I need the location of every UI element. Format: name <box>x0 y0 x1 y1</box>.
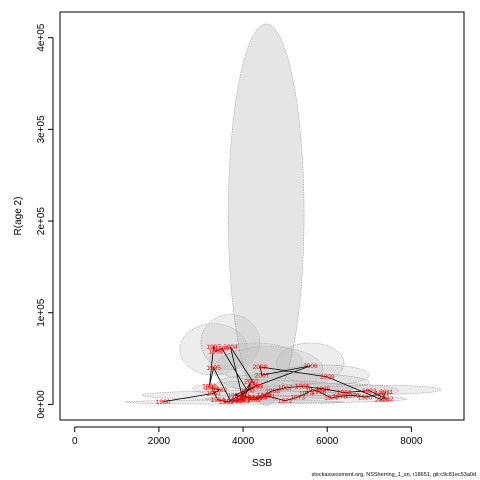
year-point-1994: 1994 <box>223 398 238 405</box>
year-point-2001: 2001 <box>232 397 247 404</box>
year-point-1960: 1960 <box>156 399 171 406</box>
confidence-ellipse <box>204 394 408 403</box>
year-point-1971: 1971 <box>261 393 276 400</box>
year-point-1989: 1989 <box>257 392 272 399</box>
x-tick-label: 6000 <box>316 436 339 447</box>
year-point-1965: 1965 <box>219 399 234 406</box>
year-point-1990: 1990 <box>248 395 263 402</box>
year-point-1991: 1991 <box>236 393 251 400</box>
year-point-1968: 1968 <box>240 394 255 401</box>
year-point-1988: 1988 <box>265 388 280 395</box>
x-axis-label: SSB <box>252 458 272 469</box>
year-point-1996: 1996 <box>202 383 217 390</box>
x-tick-label: 0 <box>72 436 78 447</box>
footer-credit: stockassessment.org, NSSherring_1_sn, r1… <box>311 472 476 478</box>
confidence-ellipse-large <box>228 23 305 406</box>
y-tick-label: 2e+05 <box>36 207 47 236</box>
year-point-2002: 2002 <box>244 379 259 386</box>
confidence-ellipses <box>124 23 442 406</box>
trajectory-line <box>163 345 387 403</box>
x-tick-label: 4000 <box>232 436 255 447</box>
year-point-1961: 1961 <box>206 391 221 398</box>
year-point-1972: 1972 <box>278 398 293 405</box>
x-tick-label: 8000 <box>400 436 423 447</box>
y-tick-label: 4e+05 <box>36 23 47 52</box>
year-point-1984: 1984 <box>337 390 352 397</box>
y-axis-label: R(age 2) <box>13 197 24 236</box>
year-point-1967: 1967 <box>236 396 251 403</box>
year-point-1993: 1993 <box>248 383 263 390</box>
year-point-1970: 1970 <box>253 395 268 402</box>
year-point-1976: 1976 <box>312 389 327 396</box>
year-point-2011: 2011 <box>379 389 393 396</box>
year-point-1979: 1979 <box>345 392 360 399</box>
year-point-2006: 2006 <box>303 363 318 370</box>
year-point-1995: 1995 <box>206 365 221 372</box>
year-point-1964: 1964 <box>211 397 226 404</box>
year-point-2000: 2000 <box>240 388 255 395</box>
year-point-1983: 1983 <box>362 388 377 395</box>
year-point-1978: 1978 <box>333 393 348 400</box>
year-point-2008: 2008 <box>253 364 268 371</box>
year-point-1977: 1977 <box>324 395 339 402</box>
year-point-1975: 1975 <box>305 387 320 394</box>
plot-frame <box>59 11 465 421</box>
x-axis: 0 2000 4000 6000 8000 <box>72 426 423 447</box>
year-point-2009: 2009 <box>320 374 335 381</box>
year-point-1974: 1974 <box>299 391 314 398</box>
confidence-ellipse <box>200 314 261 370</box>
year-point-1987: 1987 <box>278 385 293 392</box>
y-axis: 0e+00 1e+05 2e+05 3e+05 4e+05 <box>36 23 54 419</box>
year-point-1981: 1981 <box>375 391 390 398</box>
year-point-2004: 2004 <box>223 344 238 351</box>
year-point-1963: 1963 <box>204 385 219 392</box>
confidence-ellipse <box>124 399 345 405</box>
year-point-1982: 1982 <box>379 396 394 403</box>
y-tick-label: 0e+00 <box>36 390 47 419</box>
year-point-1998: 1998 <box>208 348 223 355</box>
year-point-1980: 1980 <box>358 394 373 401</box>
year-point-2003: 2003 <box>236 398 251 405</box>
year-point-1985: 1985 <box>316 386 331 393</box>
x-tick-label: 2000 <box>148 436 171 447</box>
year-point-2005: 2005 <box>248 383 263 390</box>
trajectory <box>163 345 387 403</box>
year-point-1986: 1986 <box>295 383 310 390</box>
year-point-1992: 1992 <box>227 392 242 399</box>
y-tick-label: 3e+05 <box>36 115 47 144</box>
year-point-1999: 1999 <box>215 346 230 353</box>
year-point-1997: 1997 <box>206 344 221 351</box>
year-point-1969: 1969 <box>246 397 261 404</box>
year-point-1973: 1973 <box>291 394 306 401</box>
confidence-ellipse <box>217 372 370 392</box>
year-point-2007: 2007 <box>255 372 270 379</box>
year-point-2010: 2010 <box>375 397 390 404</box>
year-point-1962: 1962 <box>213 387 228 394</box>
year-point-1966: 1966 <box>227 398 242 405</box>
y-tick-label: 1e+05 <box>36 298 47 327</box>
